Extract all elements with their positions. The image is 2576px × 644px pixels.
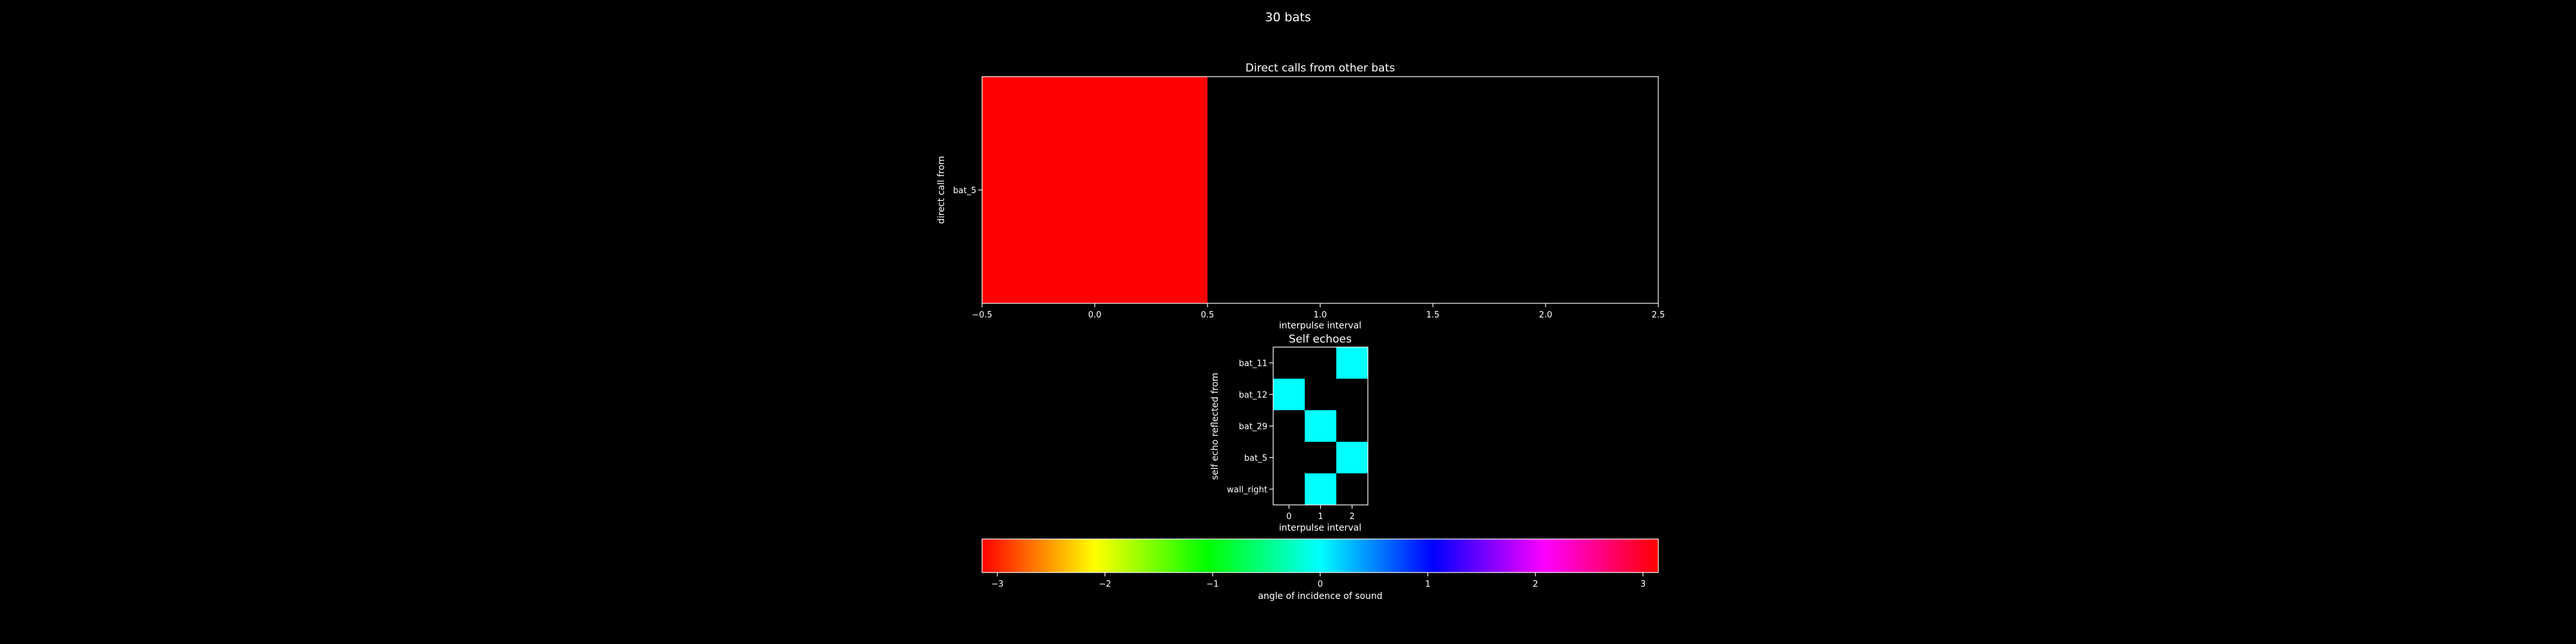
x-tick-label: 0.5 — [1201, 310, 1215, 320]
direct-calls-chart: Direct calls from other bats −0.5 0.0 0.5 1… — [936, 62, 1665, 331]
colorbar-tick-label: 3 — [1640, 580, 1645, 589]
direct-calls-title: Direct calls from other bats — [1245, 62, 1395, 75]
direct-calls-x-label: interpulse interval — [1279, 321, 1361, 331]
y-tick-label: bat_11 — [1239, 359, 1267, 369]
direct-calls-cells — [982, 77, 1208, 303]
self-echoes-x-ticks: 0 1 2 — [1286, 505, 1355, 522]
self-echoes-title: Self echoes — [1289, 333, 1352, 346]
x-tick-label: −0.5 — [972, 310, 992, 320]
colorbar-tick-label: 1 — [1425, 580, 1430, 589]
colorbar-tick-label: −1 — [1206, 580, 1218, 589]
x-tick-label: 2.5 — [1652, 310, 1665, 320]
direct-calls-cell — [982, 77, 1208, 303]
self-echo-cell — [1305, 473, 1336, 505]
y-tick-label: bat_12 — [1239, 391, 1267, 401]
direct-calls-y-label: direct call from — [936, 156, 947, 224]
colorbar-ticks: −3 −2 −1 0 1 2 3 — [991, 573, 1645, 589]
colorbar-tick-label: 0 — [1318, 580, 1323, 589]
colorbar: −3 −2 −1 0 1 2 3 angle of incidence of sound — [981, 538, 1659, 601]
colorbar-label: angle of incidence of sound — [1258, 591, 1382, 601]
self-echoes-chart: Self echoes 0 1 2 bat_11 bat_12 bat_29 bat_5w… — [1210, 333, 1368, 533]
colorbar-tick-label: −2 — [1099, 580, 1111, 589]
self-echo-cell — [1305, 410, 1336, 442]
direct-calls-y-ticks: bat_5 — [953, 186, 982, 196]
colorbar-gradient — [981, 538, 1659, 573]
y-tick-label: bat_29 — [1239, 422, 1267, 432]
x-tick-label: 2.0 — [1539, 310, 1553, 320]
x-tick-label: 0 — [1286, 512, 1291, 522]
self-echoes-x-label: interpulse interval — [1279, 523, 1361, 533]
y-tick-label: wall_right — [1227, 486, 1267, 495]
y-tick-label: bat_5 — [1244, 454, 1267, 464]
self-echo-cell — [1273, 379, 1305, 410]
figure-title: 30 bats — [1265, 10, 1311, 24]
x-tick-label: 2 — [1349, 512, 1354, 522]
self-echo-cell — [1336, 442, 1368, 473]
self-echoes-y-label: self echo reflected from — [1210, 373, 1220, 480]
y-tick-label: bat_5 — [953, 186, 976, 196]
colorbar-tick-label: 2 — [1533, 580, 1538, 589]
x-tick-label: 1.0 — [1314, 310, 1327, 320]
self-echoes-cells — [1273, 347, 1368, 505]
x-tick-label: 1 — [1318, 512, 1323, 522]
x-tick-label: 1.5 — [1426, 310, 1440, 320]
x-tick-label: 0.0 — [1088, 310, 1102, 320]
self-echoes-y-ticks: bat_11 bat_12 bat_29 bat_5 wall_right — [1227, 359, 1273, 495]
self-echo-cell — [1336, 347, 1368, 379]
colorbar-tick-label: −3 — [991, 580, 1003, 589]
direct-calls-x-ticks: −0.5 0.0 0.5 1.0 1.5 2.0 2.5 — [972, 303, 1665, 320]
